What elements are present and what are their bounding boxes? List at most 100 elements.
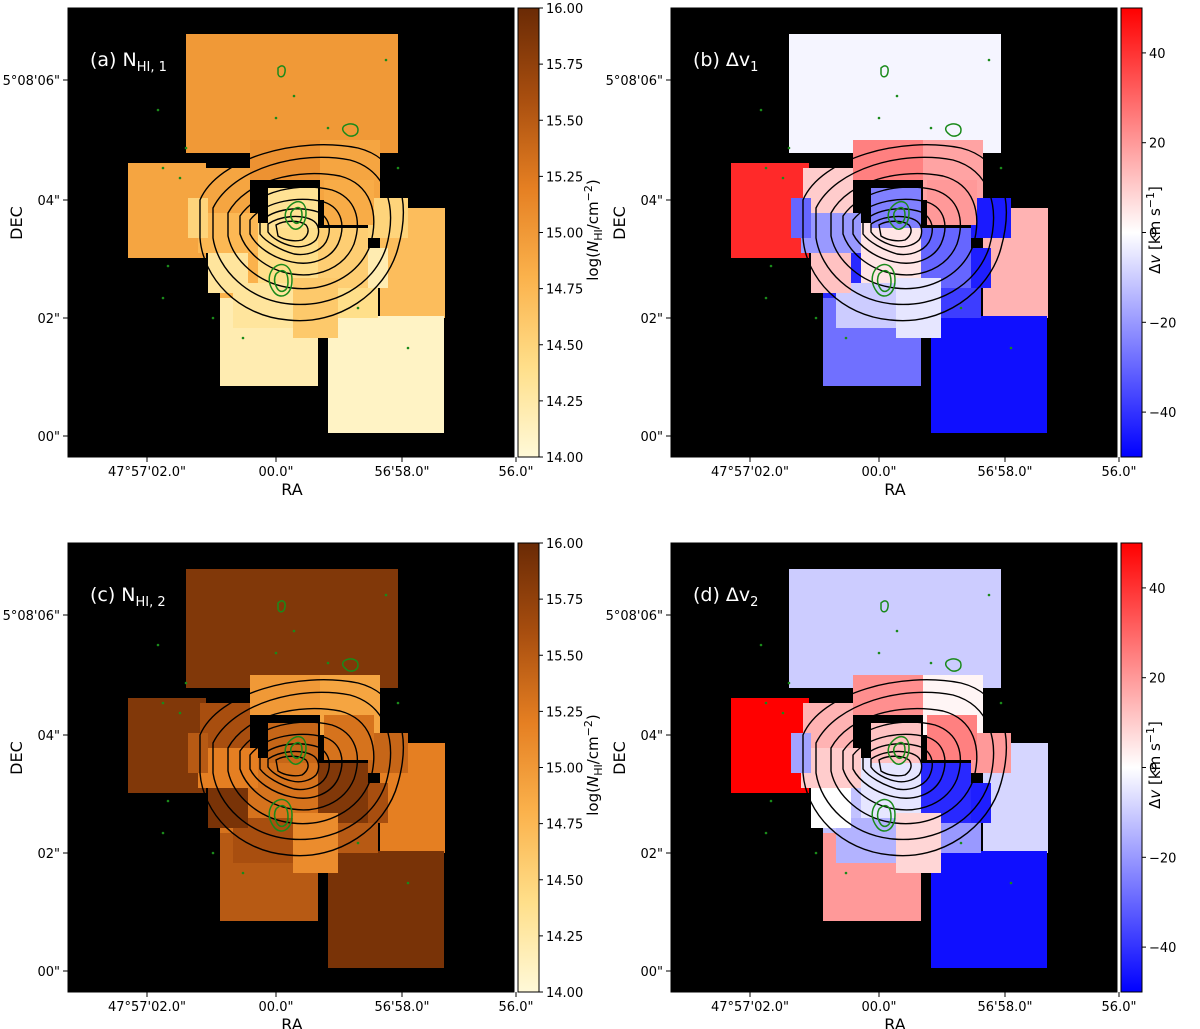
- green-contour-dot: [292, 629, 296, 633]
- colorbar-tick-label: 15.50: [546, 114, 583, 129]
- black-contour: [259, 208, 330, 256]
- green-contour-dot: [764, 166, 768, 170]
- x-tick-label: 56'58.0": [977, 1000, 1032, 1015]
- panel-label-main: (d) Δv: [693, 584, 750, 606]
- colorbar-tick-label: 14.00: [546, 986, 583, 1001]
- panel-label-subscript: HI, 2: [136, 595, 166, 610]
- heatmap-cell: [931, 316, 1047, 433]
- green-contour-dot: [292, 94, 296, 98]
- green-contour-dot: [211, 851, 215, 855]
- green-contour-dot: [929, 126, 933, 130]
- green-contour: [341, 658, 359, 672]
- green-contour-dot: [396, 166, 400, 170]
- green-contour-dot: [356, 306, 360, 310]
- green-contour-dot: [211, 316, 215, 320]
- black-contour: [852, 198, 946, 264]
- heatmap-cell: [328, 851, 444, 968]
- x-axis-label: RA: [281, 1015, 302, 1029]
- colorbar-tick-label: 15.50: [546, 649, 583, 664]
- x-tick-label: 56.0": [499, 465, 534, 480]
- panel-label: (d) Δv2: [693, 584, 758, 610]
- panel-label: (c) NHI, 2: [90, 584, 166, 610]
- green-contour-dot: [356, 841, 360, 845]
- panel-label-main: (a) N: [90, 49, 137, 71]
- heatmap-cell: [368, 783, 388, 823]
- green-contour-dot: [844, 336, 848, 340]
- green-contour-dot: [184, 146, 188, 150]
- panel-label-main: (c) N: [90, 584, 136, 606]
- colorbar-tick-label: 14.25: [546, 930, 583, 945]
- black-contour: [862, 208, 933, 256]
- x-tick-label: 56'58.0": [374, 465, 429, 480]
- green-contour-dot: [384, 593, 388, 597]
- colorbar-tick-label: 15.25: [546, 170, 583, 185]
- panel-label-subscript: 2: [750, 595, 758, 610]
- green-contour-dot: [241, 336, 245, 340]
- green-contour: [944, 658, 962, 672]
- black-contour: [239, 721, 358, 811]
- x-tick-label: 56.0": [1102, 1000, 1137, 1015]
- colorbar: [1120, 542, 1143, 993]
- colorbar-tick-label: 14.75: [546, 818, 583, 833]
- x-tick-label: 56'58.0": [374, 1000, 429, 1015]
- colorbar-tick-label: 14.75: [546, 283, 583, 298]
- colorbar-tick-label: −20: [1149, 851, 1176, 866]
- green-contour-dot: [844, 871, 848, 875]
- panel-label-subscript: HI, 1: [137, 60, 167, 75]
- heatmap-cell: [208, 253, 248, 293]
- heatmap-cell: [324, 180, 374, 225]
- panel-c: (c) NHI, 2 47°57'02.0" 00.0" 56'58.0" 56.0" 5…: [3, 537, 605, 1029]
- colorbar-tick-label: −40: [1149, 406, 1176, 421]
- green-contour-dot: [161, 166, 165, 170]
- y-axis-label: DEC: [610, 741, 629, 775]
- heatmap-cell: [931, 851, 1047, 968]
- colorbar-tick-label: 0: [1149, 227, 1157, 242]
- x-tick-label: 00.0": [259, 465, 294, 480]
- y-tick-label: 5°08'06": [606, 609, 663, 624]
- green-contour-dot: [877, 116, 881, 120]
- green-contour-dot: [764, 701, 768, 705]
- colorbar-tick-label: 20: [1149, 137, 1166, 152]
- colorbar-tick-label: 15.00: [546, 762, 583, 777]
- green-contour: [887, 736, 910, 765]
- green-contour-dot: [959, 841, 963, 845]
- green-contour: [289, 206, 303, 224]
- green-contour-dot: [787, 681, 791, 685]
- green-contour-dot: [787, 146, 791, 150]
- panel-d: (d) Δv2 47°57'02.0" 00.0" 56'58.0" 56.0" 5°08…: [606, 542, 1176, 1029]
- green-contour: [876, 269, 892, 293]
- green-contour-dot: [764, 296, 768, 300]
- contours: [759, 58, 1013, 350]
- colorbar-tick-label: 15.25: [546, 705, 583, 720]
- green-contour-dot: [814, 316, 818, 320]
- green-contour: [289, 741, 303, 759]
- green-contour-dot: [759, 643, 763, 647]
- black-contour: [852, 733, 946, 799]
- green-contour-dot: [274, 651, 278, 655]
- x-tick-label: 56.0": [499, 1000, 534, 1015]
- green-contour-dot: [999, 701, 1003, 705]
- colorbar-tick-label: 16.00: [546, 537, 583, 552]
- x-tick-label: 47°57'02.0": [108, 465, 186, 480]
- heatmap-cell: [789, 569, 1001, 688]
- green-contour-dot: [178, 711, 182, 715]
- green-contour: [273, 269, 289, 293]
- green-contour: [268, 798, 293, 832]
- green-contour: [892, 741, 906, 759]
- y-tick-label: 5°08'06": [3, 74, 60, 89]
- green-contour-dot: [406, 346, 410, 350]
- green-contour-dot: [156, 108, 160, 112]
- green-contour: [892, 206, 906, 224]
- x-tick-label: 00.0": [862, 1000, 897, 1015]
- black-contour: [199, 679, 404, 857]
- green-contour-dot: [987, 593, 991, 597]
- x-tick-label: 56'58.0": [977, 465, 1032, 480]
- heatmap-cell: [188, 198, 208, 238]
- panel-b: (b) Δv1 47°57'02.0" 00.0" 56'58.0" 56.0" 5°08…: [606, 7, 1176, 499]
- heatmap-cell: [811, 253, 851, 293]
- y-tick-label: 5°08'06": [606, 74, 663, 89]
- colorbar: [517, 542, 540, 993]
- green-contour-dot: [156, 643, 160, 647]
- green-contour-dot: [166, 264, 170, 268]
